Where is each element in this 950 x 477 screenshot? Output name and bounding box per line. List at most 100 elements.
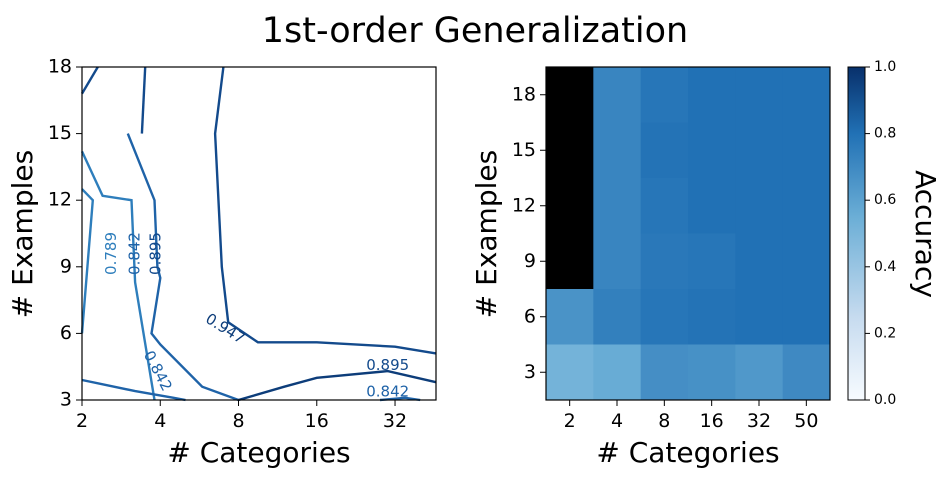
heatmap-x-tick-50: 50 [794,410,818,432]
contour-line-3 [126,133,239,402]
contour-axes-frame [81,66,437,401]
contour-label-2: 0.895 [146,232,164,275]
contour-line-7 [238,369,437,402]
contour-label-5: 0.895 [366,356,409,374]
heatmap-x-label: # Categories [596,436,779,469]
contour-y-ticks: 3 6 9 12 15 18 [48,56,82,411]
heatmap-x-ticks: 2 4 8 16 32 50 [564,400,818,432]
colorbar-tick-1.0: 1.0 [874,59,896,75]
heatmap-cell-r5-c5 [782,344,831,401]
contour-label-0: 0.789 [102,232,120,275]
heatmap-cell-r2-c4 [735,178,784,234]
contour-x-tick-4: 4 [154,410,166,432]
heatmap-cell-r4-c4 [735,289,784,345]
heatmap-x-tick-8: 8 [658,410,670,432]
colorbar-gradient [847,66,866,401]
heatmap-x-tick-16: 16 [700,410,724,432]
colorbar: 0.0 0.2 0.4 0.6 0.8 1.0 Accuracy [847,59,942,408]
contour-lines [80,66,437,402]
contour-x-ticks: 2 4 8 16 32 [76,400,407,432]
heatmap-cell-r0-c1 [593,67,642,123]
contour-line-2 [81,378,186,402]
contour-line-0 [80,188,95,334]
colorbar-tick-0.0: 0.0 [874,392,896,408]
heatmap-cells [546,67,831,401]
colorbar-tick-0.8: 0.8 [874,126,896,142]
heatmap-panel: 2 4 8 16 32 50 18 15 12 9 6 3 # Categories # Examp… [470,66,831,469]
contour-line-8 [379,396,421,402]
contour-y-tick-12: 12 [48,189,72,211]
figure-title: 1st-order Generalization [262,11,688,51]
colorbar-tick-0.6: 0.6 [874,192,896,208]
heatmap-cell-r2-c2 [640,178,689,234]
heatmap-y-label: # Examples [470,150,503,318]
heatmap-cell-r2-c1 [593,178,642,234]
contour-x-tick-16: 16 [305,410,329,432]
colorbar-ticks: 0.0 0.2 0.4 0.6 0.8 1.0 [865,59,896,408]
heatmap-cell-r4-c3 [688,289,736,345]
heatmap-cell-r1-c4 [735,122,784,179]
heatmap-cell-r3-c0 [546,233,594,290]
heatmap-cell-r3-c4 [735,233,784,290]
contour-line-6 [213,66,437,355]
contour-line-5 [140,66,147,134]
heatmap-cell-r0-c2 [640,67,689,123]
heatmap-cell-r1-c2 [640,122,689,179]
heatmap-y-tick-3: 3 [524,361,536,383]
heatmap-x-tick-4: 4 [611,410,623,432]
contour-label-3: 0.947 [202,310,248,348]
heatmap-cell-r3-c2 [640,233,689,290]
heatmap-y-tick-15: 15 [512,139,536,161]
heatmap-cell-r0-c3 [688,67,736,123]
heatmap-cell-r3-c1 [593,233,642,290]
contour-y-label: # Examples [6,150,39,318]
heatmap-cell-r0-c4 [735,67,784,123]
contour-y-tick-9: 9 [60,255,72,277]
heatmap-cell-r4-c1 [593,289,642,345]
contour-x-tick-2: 2 [76,410,88,432]
contour-y-tick-15: 15 [48,122,72,144]
heatmap-cell-r5-c2 [640,344,689,401]
heatmap-cell-r5-c3 [688,344,736,401]
contour-x-label: # Categories [167,436,350,469]
contour-label-6: 0.842 [366,383,409,401]
heatmap-cell-r4-c5 [782,289,831,345]
heatmap-cell-r5-c0 [546,344,594,401]
colorbar-tick-0.2: 0.2 [874,325,896,341]
contour-line-4 [80,66,99,95]
heatmap-cell-r2-c5 [782,178,831,234]
heatmap-cell-r0-c0 [546,67,594,123]
contour-line-1 [80,150,156,401]
heatmap-y-tick-12: 12 [512,194,536,216]
heatmap-cell-r5-c1 [593,344,642,401]
colorbar-tick-0.4: 0.4 [874,259,896,275]
heatmap-cell-r3-c3 [688,233,736,290]
heatmap-y-tick-6: 6 [524,305,536,327]
heatmap-y-ticks: 18 15 12 9 6 3 [512,83,546,383]
heatmap-cell-r5-c4 [735,344,784,401]
contour-y-tick-18: 18 [48,56,72,78]
heatmap-y-tick-9: 9 [524,250,536,272]
heatmap-cell-r4-c2 [640,289,689,345]
heatmap-axes-frame [545,66,831,401]
contour-y-tick-3: 3 [60,389,72,411]
heatmap-cell-r1-c0 [546,122,594,179]
heatmap-cell-r0-c5 [782,67,831,123]
contour-x-tick-32: 32 [383,410,407,432]
heatmap-cell-r3-c5 [782,233,831,290]
colorbar-label: Accuracy [909,170,942,298]
contour-label-1: 0.842 [126,232,144,275]
heatmap-cell-r1-c3 [688,122,736,179]
heatmap-cell-r2-c0 [546,178,594,234]
heatmap-cell-r4-c0 [546,289,594,345]
heatmap-cell-r2-c3 [688,178,736,234]
heatmap-y-tick-18: 18 [512,83,536,105]
heatmap-x-tick-2: 2 [564,410,576,432]
contour-x-tick-8: 8 [232,410,244,432]
heatmap-cell-r1-c5 [782,122,831,179]
heatmap-cell-r1-c1 [593,122,642,179]
contour-y-tick-6: 6 [60,322,72,344]
